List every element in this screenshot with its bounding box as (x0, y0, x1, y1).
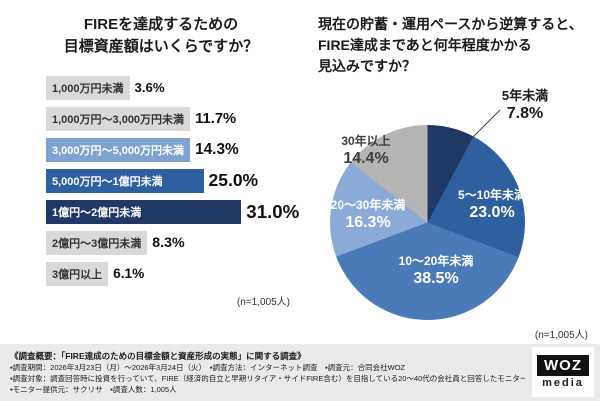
survey-overview-footer: 《調査概要：「FIRE達成のための目標金額と資産形成の実態」に関する調査》 ▪調… (0, 344, 600, 401)
pie-label-name: 10〜20年未満 (398, 254, 474, 268)
pie-label-value: 7.8% (506, 105, 544, 123)
bar: 3,000万円〜5,000万円未満 (46, 137, 191, 162)
bar-label: 1,000万円未満 (52, 82, 124, 95)
bar-row: 2億円〜3億円未満 8.3% (46, 230, 310, 255)
bar-chart-title-line2: 目標資産額はいくらですか？ (63, 37, 259, 55)
media-logo-text: media (542, 377, 584, 389)
pie-label-value: 16.3% (345, 214, 391, 231)
charts-area: FIREを達成するための 目標資産額はいくらですか？ 1,000万円未満 3.6… (12, 14, 600, 344)
pie-label: 5〜10年未満 23.0% (448, 188, 536, 223)
bar-value: 14.3% (195, 140, 239, 158)
bar-label: 1,000万円〜3,000万円未満 (52, 113, 185, 126)
bar: 2億円〜3億円未満 (46, 230, 148, 255)
bar-value: 11.7% (195, 110, 237, 127)
bar-value: 8.3% (152, 234, 185, 251)
bar-chart-title: FIREを達成するための 目標資産額はいくらですか？ (12, 14, 310, 58)
pie-label-value: 23.0% (469, 204, 515, 221)
woz-logo-text: WOZ (537, 355, 589, 376)
pie-chart-title-line3: 見込みですか？ (318, 58, 416, 74)
pie-chart-title-line2: FIRE達成まであと何年程度かかる (318, 37, 532, 53)
bar: 5,000万円〜1億円未満 (46, 168, 204, 193)
bar-value: 3.6% (134, 80, 165, 95)
bar-value: 31.0% (246, 200, 300, 222)
bar: 3億円以上 (46, 261, 109, 286)
pie-label-name: 30年以上 (341, 134, 391, 148)
bar-chart-sample-note: (n=1,005人) (236, 296, 290, 308)
bar: 1,000万円〜3,000万円未満 (46, 106, 191, 131)
pie-label-value: 38.5% (413, 270, 459, 287)
survey-detail-line: ▪調査対象：調査回答時に投資を行っていて、FIRE（経済的自立と早期リタイア・サ… (10, 374, 525, 383)
pie-label-name: 5年未満 (501, 88, 549, 103)
woz-media-logo: WOZ media (532, 347, 594, 397)
pie-label: 5年未満 7.8% (480, 88, 570, 124)
pie-label-value: 14.4% (343, 150, 389, 167)
pie-chart-section: 現在の貯蓄・運用ペースから逆算すると、 FIRE達成まであと何年程度かかる 見込… (310, 14, 600, 344)
bar-row: 3,000万円〜5,000万円未満 14.3% (46, 137, 310, 162)
bar-row: 1,000万円〜3,000万円未満 11.7% (46, 106, 310, 131)
bar-chart-title-line1: FIREを達成するための (83, 16, 239, 33)
survey-detail-line: ▪モニター提供元：サクリサ ▪調査人数：1,005人 (10, 385, 177, 394)
bar-value: 25.0% (208, 170, 259, 190)
bar: 1億円〜2億円未満 (46, 199, 242, 224)
pie-label-name: 5〜10年未満 (457, 188, 527, 202)
pie-chart-sample-note: (n=1,005人) (534, 330, 588, 341)
pie (330, 125, 525, 320)
bar-label: 3,000万円〜5,000万円未満 (52, 144, 185, 157)
bar-chart: 1,000万円未満 3.6% 1,000万円〜3,000万円未満 11.7% 3… (46, 75, 310, 286)
bar-row: 3億円以上 6.1% (46, 261, 310, 286)
pie-chart-title: 現在の貯蓄・運用ペースから逆算すると、 FIRE達成まであと何年程度かかる 見込… (318, 14, 600, 77)
pie-label-name: 20〜30年未満 (330, 198, 406, 212)
bar-chart-section: FIREを達成するための 目標資産額はいくらですか？ 1,000万円未満 3.6… (12, 14, 310, 344)
bar-label: 5,000万円〜1億円未満 (52, 175, 163, 188)
bar-row: 1,000万円未満 3.6% (46, 75, 310, 100)
pie-chart-title-line1: 現在の貯蓄・運用ペースから逆算すると、 (318, 16, 583, 32)
pie-label: 30年以上 14.4% (324, 134, 408, 169)
bar-value: 6.1% (113, 266, 145, 281)
pie-label: 20〜30年未満 16.3% (322, 198, 414, 233)
pie-label: 10〜20年未満 38.5% (384, 254, 488, 289)
survey-detail-line: ▪調査期間：2026年3月23日（月）〜2026年3月24日（火） ▪調査方法：… (10, 363, 406, 372)
bar-row: 5,000万円〜1億円未満 25.0% (46, 168, 310, 193)
bar-row: 1億円〜2億円未満 31.0% (46, 199, 310, 224)
bar-label: 1億円〜2億円未満 (52, 206, 142, 219)
bar: 1,000万円未満 (46, 75, 130, 100)
survey-overview-title: 《調査概要：「FIRE達成のための目標金額と資産形成の実態」に関する調査》 (10, 351, 306, 361)
bar-label: 2億円〜3億円未満 (52, 237, 142, 250)
bar-label: 3億円以上 (52, 268, 103, 281)
